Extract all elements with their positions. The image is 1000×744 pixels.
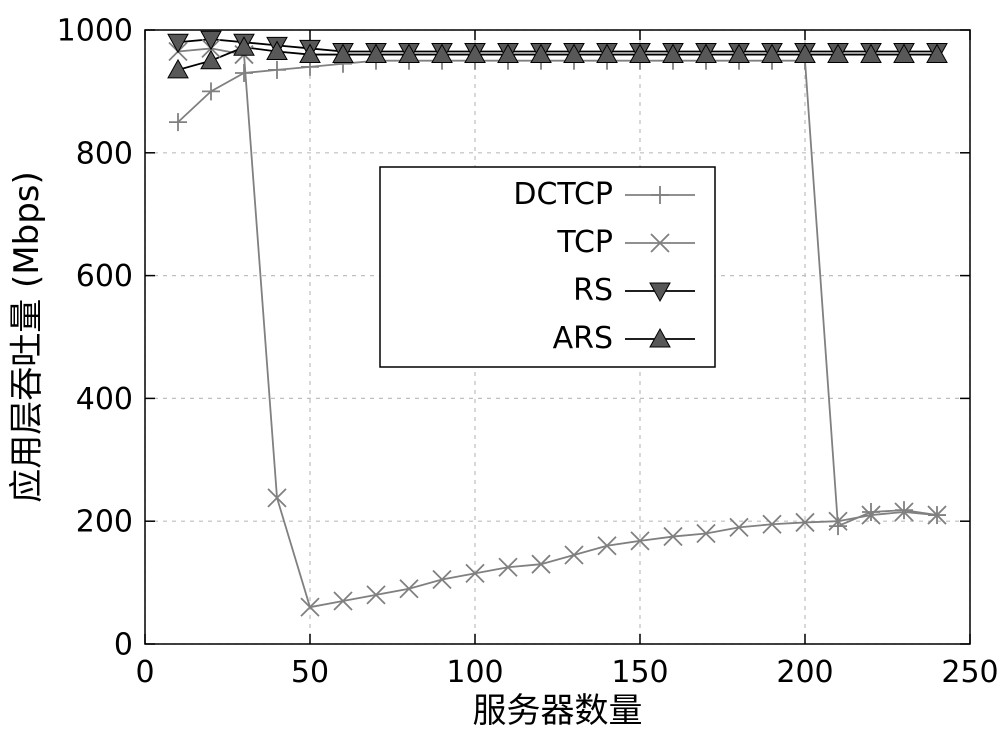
svg-text:200: 200 — [76, 505, 133, 540]
svg-text:600: 600 — [76, 259, 133, 294]
throughput-chart: 0 50 100 150 200 250 0 200 400 600 800 1000 服务器数量 应用层… — [0, 0, 1000, 744]
svg-text:150: 150 — [611, 655, 668, 690]
svg-text:50: 50 — [291, 655, 329, 690]
svg-text:0: 0 — [135, 655, 154, 690]
legend-label: ARS — [553, 321, 613, 356]
legend: DCTCP TCP RS ARS — [380, 167, 715, 367]
legend-label: DCTCP — [513, 177, 613, 212]
svg-text:250: 250 — [941, 655, 998, 690]
legend-label: TCP — [556, 225, 613, 260]
legend-label: RS — [573, 273, 613, 308]
svg-text:400: 400 — [76, 382, 133, 417]
svg-text:100: 100 — [446, 655, 503, 690]
chart-container: 0 50 100 150 200 250 0 200 400 600 800 1000 服务器数量 应用层… — [0, 0, 1000, 744]
svg-text:0: 0 — [114, 628, 133, 663]
y-axis-label: 应用层吞吐量 (Mbps) — [7, 171, 47, 503]
svg-text:200: 200 — [776, 655, 833, 690]
x-axis-label: 服务器数量 — [473, 691, 643, 731]
svg-text:800: 800 — [76, 136, 133, 171]
svg-text:1000: 1000 — [57, 14, 133, 49]
